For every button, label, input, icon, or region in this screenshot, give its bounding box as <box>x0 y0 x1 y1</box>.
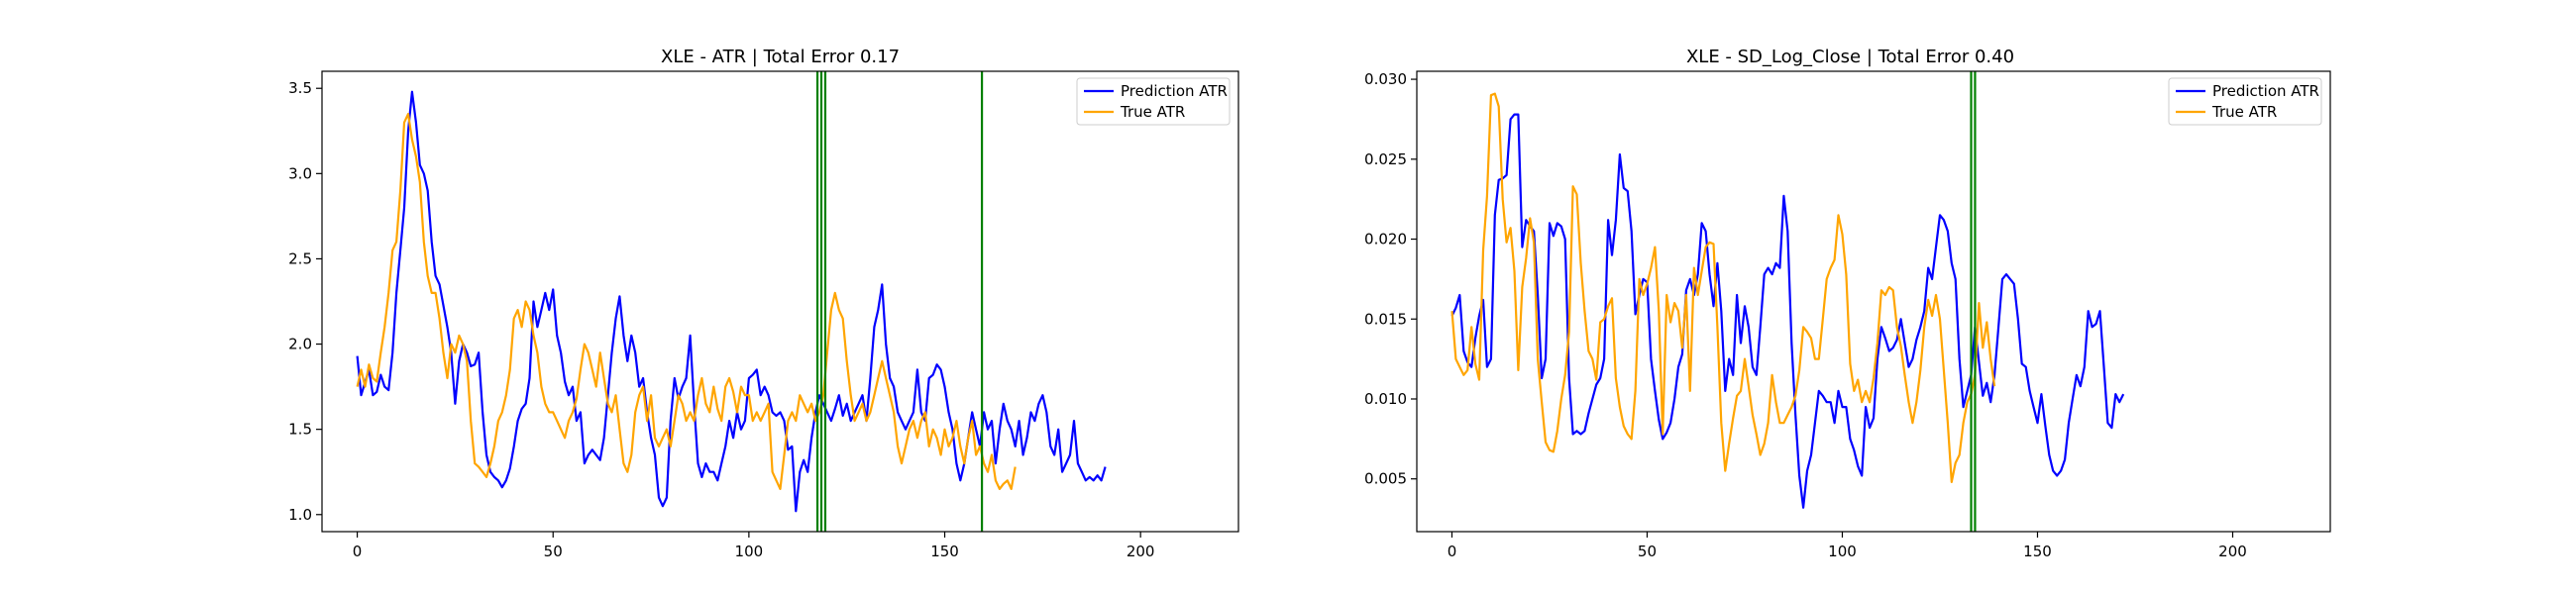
legend-label-prediction: Prediction ATR <box>1121 82 1228 100</box>
x-tick-label: 200 <box>2218 543 2247 560</box>
legend: Prediction ATR True ATR <box>1076 77 1231 126</box>
y-tick-label: 0.020 <box>1364 231 1407 248</box>
chart-panel-atr: XLE - ATR | Total Error 0.17 Prediction … <box>288 47 1239 560</box>
y-tick-label: 3.5 <box>288 79 312 97</box>
x-tick-label: 150 <box>2023 543 2052 560</box>
x-tick-label: 100 <box>735 543 764 560</box>
x-tick-label: 100 <box>1828 543 1857 560</box>
x-tick-label: 50 <box>544 543 563 560</box>
y-tick-label: 2.5 <box>288 249 312 267</box>
legend-label-true: True ATR <box>1120 103 1185 121</box>
y-tick-label: 0.015 <box>1364 310 1407 328</box>
axes-frame <box>1416 70 2331 533</box>
y-tick-label: 1.0 <box>288 506 312 524</box>
y-tick-label: 2.0 <box>288 336 312 353</box>
plot-area <box>1450 71 2125 532</box>
x-tick-label: 150 <box>930 543 959 560</box>
y-tick-label: 3.0 <box>288 164 312 182</box>
y-tick-label: 1.5 <box>288 421 312 439</box>
chart-title: XLE - SD_Log_Close | Total Error 0.40 <box>1686 47 2014 67</box>
legend-label-true: True ATR <box>2211 103 2277 121</box>
y-tick-label: 0.030 <box>1364 70 1407 88</box>
y-tick-label: 0.010 <box>1364 390 1407 408</box>
plot-area <box>356 71 1107 532</box>
x-tick-label: 50 <box>1638 543 1657 560</box>
legend-box <box>1076 77 1231 126</box>
legend: Prediction ATR True ATR <box>2168 77 2322 126</box>
legend-box <box>2168 77 2322 126</box>
axes-frame <box>321 70 1239 533</box>
series-line-true <box>356 113 1017 490</box>
chart-title: XLE - ATR | Total Error 0.17 <box>661 47 900 67</box>
series-line-prediction <box>1450 113 2125 509</box>
x-tick-label: 0 <box>1448 543 1457 560</box>
series-line-true <box>1450 92 1996 483</box>
y-tick-label: 0.025 <box>1364 150 1407 168</box>
legend-label-prediction: Prediction ATR <box>2212 82 2319 100</box>
chart-panel-sd-log-close: XLE - SD_Log_Close | Total Error 0.40 Pr… <box>1364 47 2331 560</box>
x-tick-label: 200 <box>1127 543 1155 560</box>
x-tick-label: 0 <box>353 543 363 560</box>
y-tick-label: 0.005 <box>1364 470 1407 488</box>
